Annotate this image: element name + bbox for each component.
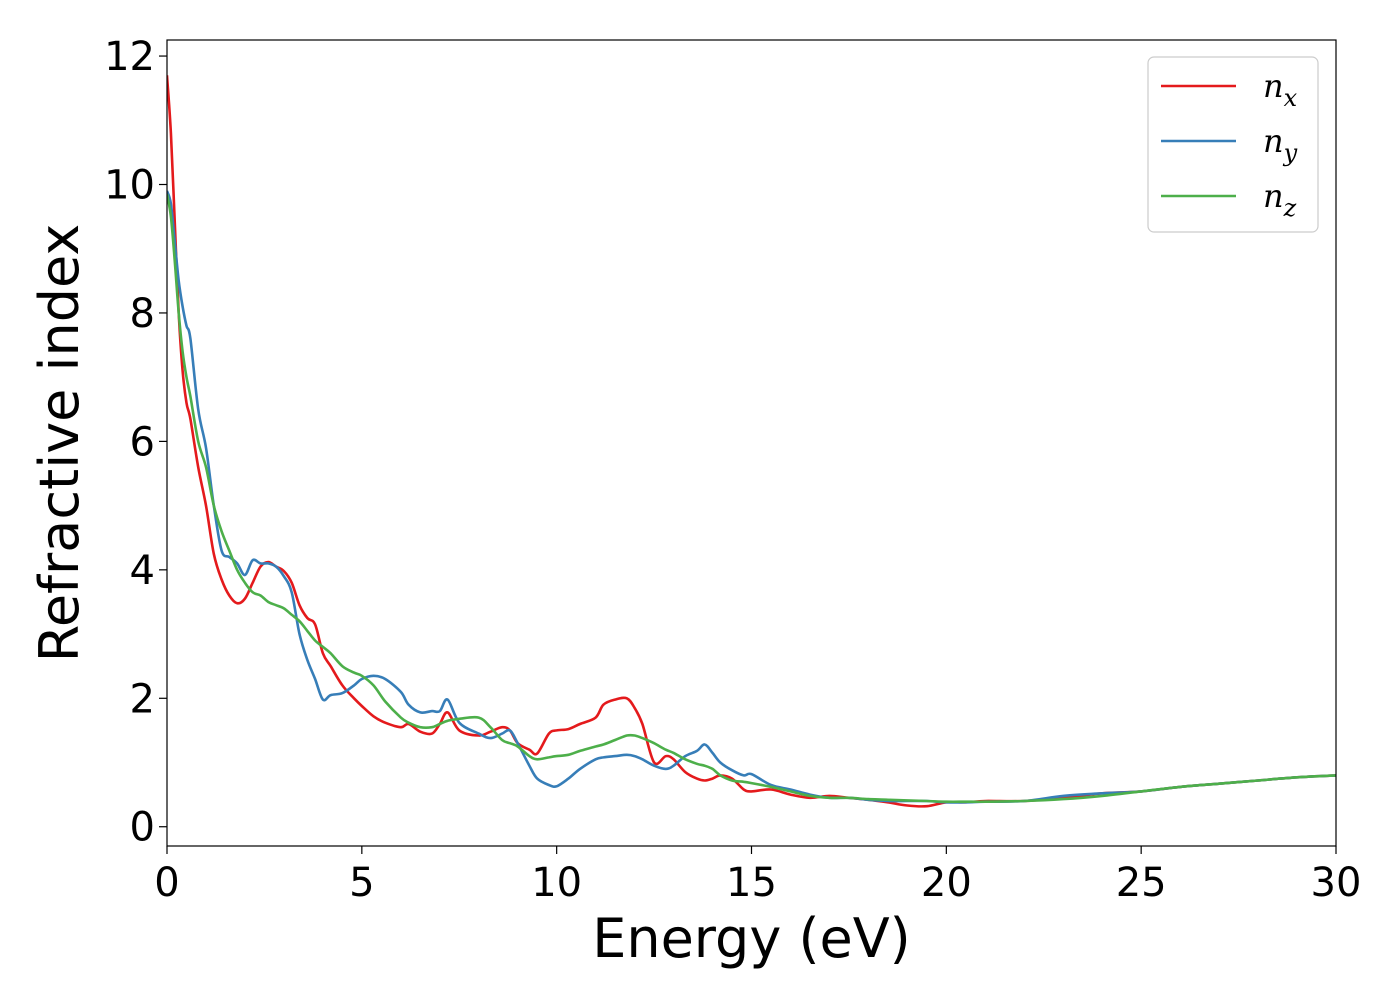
x-axis-label: Energy (eV) <box>592 907 911 970</box>
y-tick-label: 0 <box>130 805 155 851</box>
y-tick-label: 12 <box>104 34 155 80</box>
y-tick-label: 4 <box>130 548 155 594</box>
x-tick-label: 20 <box>921 860 972 906</box>
legend-box <box>1147 56 1319 233</box>
y-tick-label: 10 <box>104 163 155 209</box>
x-tick-label: 5 <box>349 860 374 906</box>
y-axis: 0 2 4 6 8 10 12 <box>104 34 167 851</box>
y-tick-label: 6 <box>130 419 155 465</box>
y-tick-label: 2 <box>130 676 155 722</box>
y-tick-label: 8 <box>130 291 155 337</box>
legend-label-nz: nz <box>1263 177 1297 222</box>
x-tick-label: 25 <box>1116 860 1167 906</box>
legend-subscript: z <box>1283 194 1297 222</box>
y-axis-label: Refractive index <box>28 224 91 663</box>
x-tick-label: 30 <box>1311 860 1362 906</box>
legend-subscript: x <box>1284 84 1298 112</box>
series-line-ny <box>167 190 1336 804</box>
series-line-nz <box>167 193 1336 804</box>
series-lines <box>167 75 1336 808</box>
x-axis: 0 5 10 15 20 25 30 <box>154 846 1361 906</box>
x-tick-label: 0 <box>154 860 179 906</box>
x-tick-label: 15 <box>726 860 777 906</box>
x-tick-label: 10 <box>531 860 582 906</box>
legend-subscript: y <box>1283 139 1298 167</box>
